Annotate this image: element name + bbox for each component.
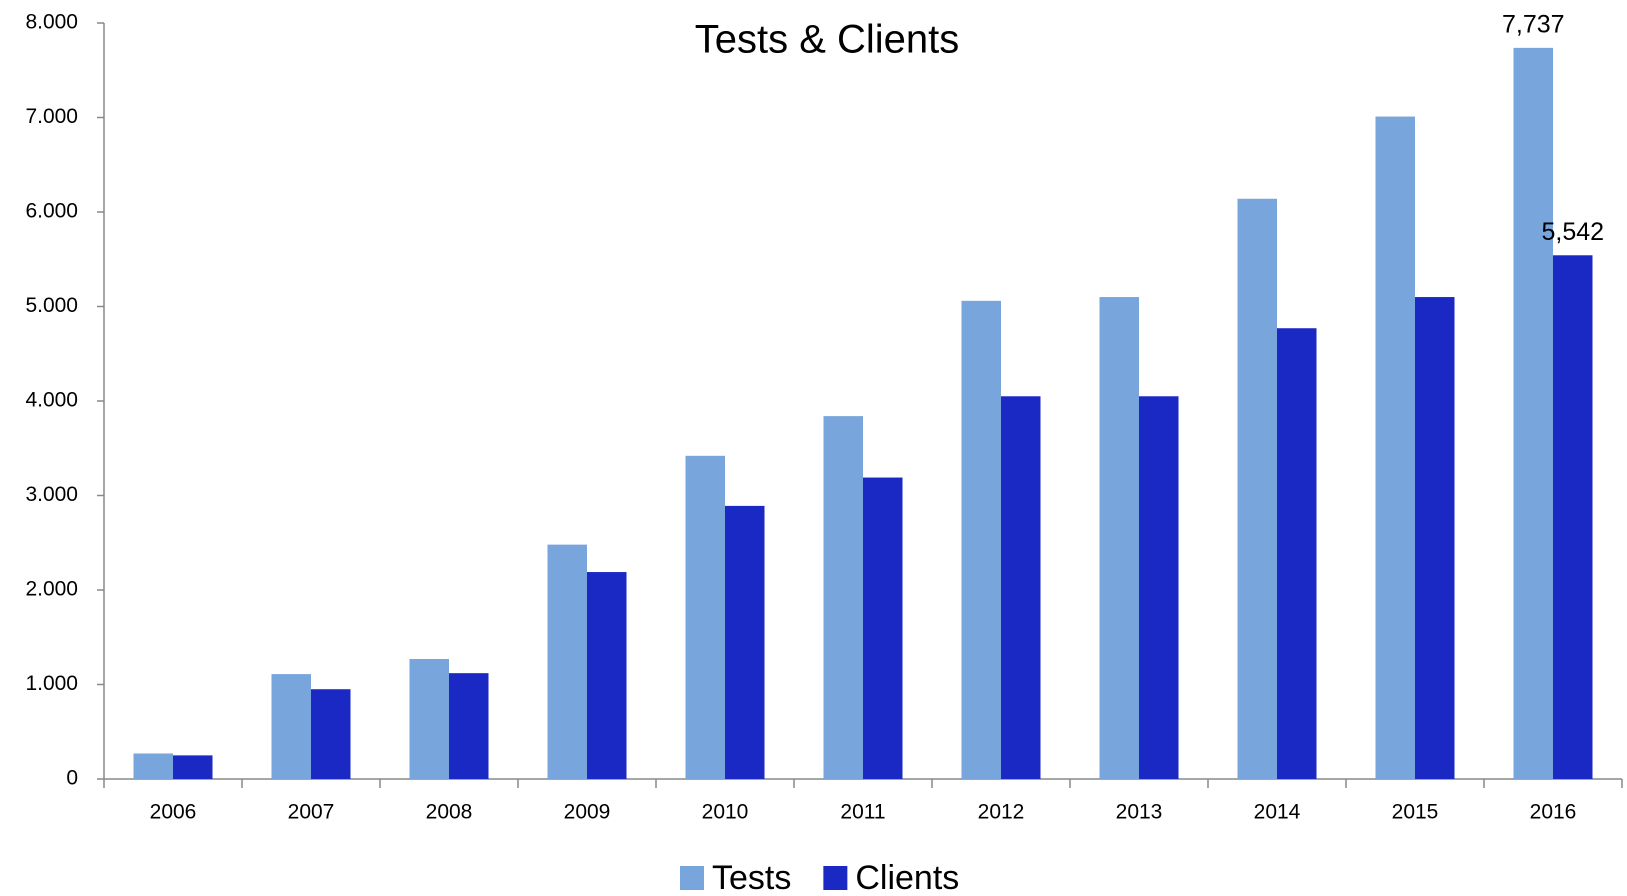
y-tick-label: 8.000 — [25, 11, 78, 34]
x-tick-label: 2011 — [840, 801, 885, 824]
chart-title: Tests & Clients — [695, 18, 960, 62]
legend-swatch — [823, 866, 848, 890]
bar — [133, 753, 173, 779]
x-tick-label: 2007 — [288, 801, 335, 824]
data-label: 7,737 — [1502, 10, 1565, 38]
bar — [1001, 396, 1041, 779]
x-tick-label: 2014 — [1254, 801, 1301, 824]
x-tick-label: 2015 — [1392, 801, 1439, 824]
x-tick-label: 2016 — [1530, 801, 1577, 824]
bar — [311, 689, 351, 779]
x-tick-label: 2006 — [150, 801, 197, 824]
bar — [1513, 47, 1553, 779]
bar — [961, 300, 1001, 779]
bar — [863, 477, 903, 779]
y-tick-label: 2.000 — [25, 578, 78, 601]
y-tick-label: 7.000 — [25, 105, 78, 128]
bar — [1139, 396, 1179, 779]
x-tick-label: 2012 — [978, 801, 1025, 824]
bar — [587, 572, 627, 779]
bar — [1553, 255, 1593, 779]
y-tick-label: 0 — [66, 767, 78, 790]
bar — [685, 455, 725, 779]
bar — [1277, 328, 1317, 779]
bar — [449, 673, 489, 779]
bar — [271, 674, 311, 779]
bar — [1375, 116, 1415, 780]
bar — [1099, 297, 1139, 779]
legend-swatch — [680, 866, 704, 890]
y-tick-label: 6.000 — [25, 200, 78, 223]
x-tick-label: 2009 — [564, 801, 611, 824]
y-tick-label: 5.000 — [25, 294, 78, 317]
y-tick-label: 1.000 — [25, 672, 78, 695]
y-tick-label: 3.000 — [25, 483, 78, 506]
data-label: 5,542 — [1541, 218, 1604, 246]
x-tick-label: 2013 — [1116, 801, 1163, 824]
bar — [725, 505, 765, 779]
x-tick-label: 2008 — [426, 801, 473, 824]
bar — [173, 755, 213, 779]
y-tick-label: 4.000 — [25, 389, 78, 412]
x-tick-label: 2010 — [702, 801, 749, 824]
bar — [823, 416, 863, 779]
legend-label: Tests — [712, 859, 791, 896]
bar — [1237, 198, 1277, 779]
bar — [1415, 297, 1455, 779]
bar — [409, 658, 449, 779]
legend-label: Clients — [855, 859, 959, 896]
bar — [547, 544, 587, 779]
